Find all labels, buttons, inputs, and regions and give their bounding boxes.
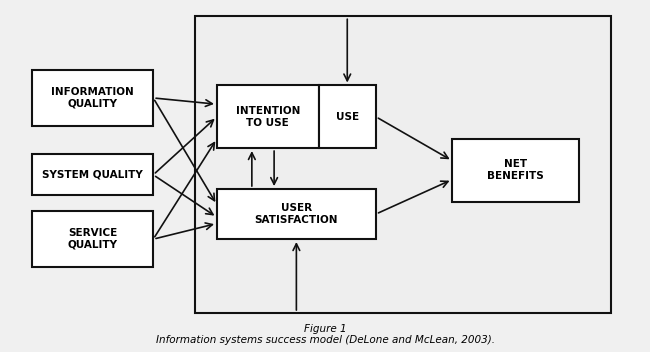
Bar: [32, 70, 153, 126]
Bar: [217, 86, 318, 148]
Text: SERVICE
QUALITY: SERVICE QUALITY: [68, 228, 118, 250]
Bar: [217, 189, 376, 239]
Bar: [194, 16, 611, 313]
Text: USE: USE: [335, 112, 359, 122]
Bar: [32, 211, 153, 268]
Text: NET
BENEFITS: NET BENEFITS: [488, 159, 544, 181]
Bar: [318, 86, 376, 148]
Text: Figure 1
Information systems success model (DeLone and McLean, 2003).: Figure 1 Information systems success mod…: [155, 324, 495, 345]
Bar: [32, 155, 153, 195]
Text: INFORMATION
QUALITY: INFORMATION QUALITY: [51, 87, 134, 109]
Text: SYSTEM QUALITY: SYSTEM QUALITY: [42, 170, 143, 180]
Text: USER
SATISFACTION: USER SATISFACTION: [255, 203, 338, 225]
Bar: [452, 139, 579, 201]
Text: INTENTION
TO USE: INTENTION TO USE: [235, 106, 300, 127]
